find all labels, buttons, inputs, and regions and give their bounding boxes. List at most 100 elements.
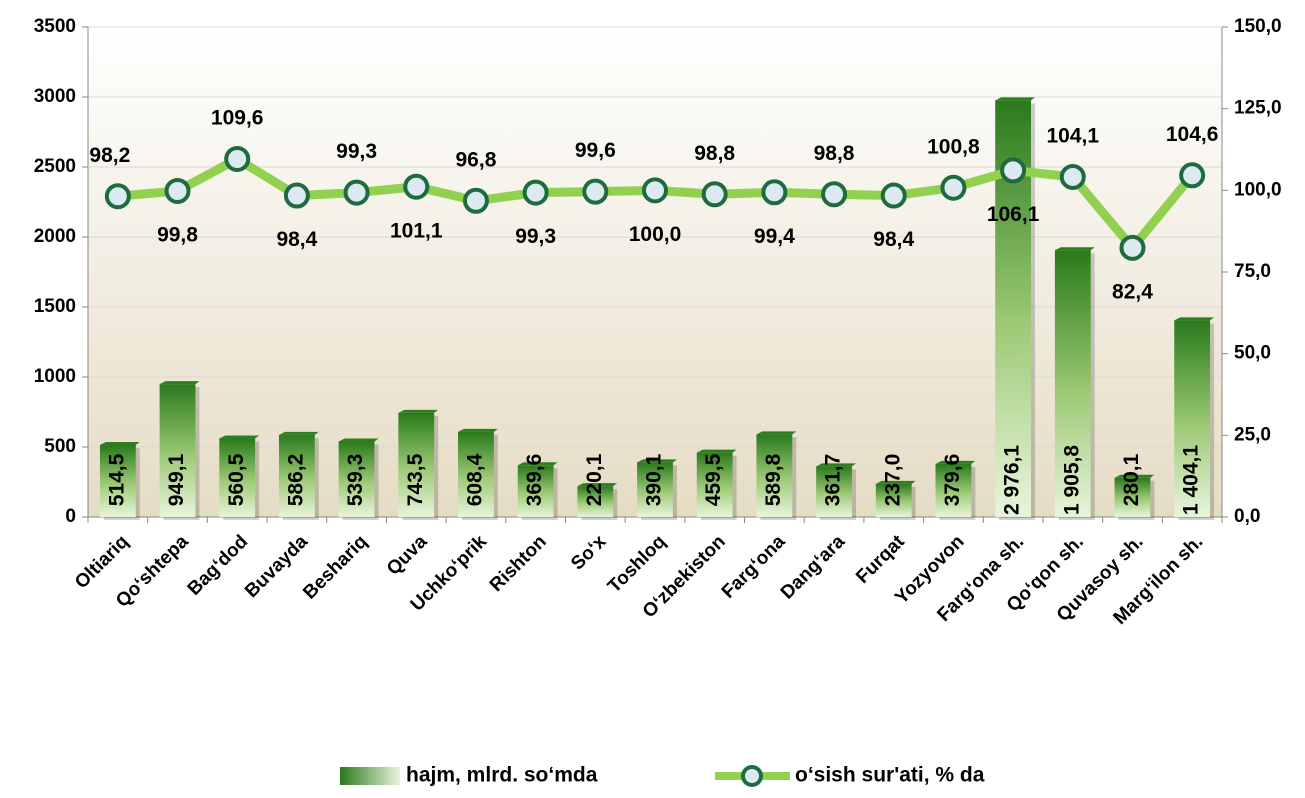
bar-top [816, 463, 856, 467]
bar [398, 412, 435, 517]
bar-top [517, 462, 558, 466]
y-tick-label: 3500 [34, 16, 76, 37]
line-value-label: 100,8 [927, 135, 980, 158]
line-value-label: 99,3 [336, 140, 377, 163]
bar [1114, 477, 1151, 517]
bar-top [99, 441, 140, 445]
y2-tick-label: 0,0 [1234, 506, 1260, 527]
bar-value-label: 237,0 [881, 454, 904, 507]
line-value-label: 99,6 [575, 139, 616, 162]
bar [577, 486, 614, 517]
line-value-label: 96,8 [456, 148, 497, 171]
line-marker [761, 179, 788, 206]
bar-value-label: 361,7 [822, 454, 845, 507]
line-marker [462, 187, 489, 214]
bar [219, 438, 256, 517]
line-marker [1179, 162, 1206, 189]
line-value-label: 98,4 [873, 228, 914, 251]
line-marker [1059, 163, 1086, 190]
bar-top [398, 409, 439, 413]
y2-tick-label: 75,0 [1234, 261, 1271, 282]
line-value-label: 98,2 [89, 144, 130, 167]
bar [637, 462, 673, 517]
bar-top [637, 459, 677, 463]
x-tick-label: Quva [383, 531, 432, 580]
bar [338, 441, 375, 517]
legend-label: hajm, mlrd. so‘mda [406, 764, 598, 787]
bar-value-label: 743,5 [404, 453, 427, 506]
bar-value-label: 1 905,8 [1060, 445, 1083, 515]
bar-top [577, 483, 618, 487]
line-value-label: 99,4 [754, 225, 795, 248]
bar-value-label: 589,8 [762, 453, 785, 506]
bar-value-label: 1 404,1 [1180, 445, 1203, 515]
bar-value-label: 220,1 [583, 453, 606, 506]
y-tick-label: 0 [65, 506, 76, 527]
line-value-label: 104,6 [1166, 123, 1219, 146]
line-marker [1000, 157, 1027, 184]
bar-top [1174, 317, 1215, 321]
x-tick-label: Rishton [486, 531, 551, 596]
y-tick-label: 1500 [34, 296, 76, 317]
line-marker [283, 182, 310, 209]
y2-tick-label: 125,0 [1234, 98, 1282, 119]
bar [756, 434, 793, 517]
line-marker [403, 173, 430, 200]
y-tick-label: 1000 [34, 366, 76, 387]
line-marker [821, 181, 848, 208]
y-tick-label: 3000 [34, 86, 76, 107]
bar-value-label: 949,1 [165, 453, 188, 506]
bar [875, 483, 912, 517]
bar [458, 431, 494, 517]
bar-top [1114, 474, 1155, 478]
bar-top [756, 431, 797, 435]
line-value-label: 99,3 [515, 225, 556, 248]
line-marker [701, 181, 728, 208]
line-value-label: 98,8 [694, 142, 735, 165]
x-tick-label: Beshariq [299, 531, 371, 603]
bar-value-label: 2 976,1 [1001, 445, 1024, 515]
line-marker [940, 174, 967, 201]
bar-value-label: 560,5 [225, 453, 248, 506]
legend-marker [741, 765, 763, 787]
bar [1174, 320, 1211, 517]
y-tick-label: 2500 [34, 156, 76, 177]
x-tick-label: So‘x [567, 531, 611, 575]
bar-value-label: 586,2 [284, 454, 307, 507]
bar-top [875, 480, 916, 484]
bar-top [159, 381, 200, 385]
bar [816, 466, 852, 517]
bar [935, 463, 972, 517]
line-value-label: 101,1 [390, 219, 443, 242]
bar-top [338, 438, 379, 442]
bar-value-label: 280,1 [1120, 453, 1143, 506]
line-marker [343, 179, 370, 206]
bar [99, 444, 136, 517]
line-value-label: 98,4 [276, 228, 317, 251]
legend-swatch [340, 767, 400, 785]
line-value-label: 104,1 [1047, 124, 1100, 147]
bar-value-label: 608,4 [463, 453, 486, 506]
line-marker [104, 183, 131, 210]
y-tick-label: 500 [44, 436, 76, 457]
line-marker [642, 177, 668, 204]
y2-tick-label: 100,0 [1234, 179, 1282, 200]
x-tick-label: Bag‘dod [184, 531, 253, 600]
bar-value-label: 459,5 [702, 453, 725, 506]
bar-value-label: 514,5 [105, 453, 128, 506]
y2-tick-label: 50,0 [1234, 343, 1271, 364]
line-marker [522, 179, 549, 206]
bar [696, 452, 733, 517]
bar-top [696, 449, 737, 453]
y2-tick-label: 150,0 [1234, 16, 1282, 37]
line-value-label: 82,4 [1112, 280, 1153, 303]
line-value-label: 106,1 [987, 203, 1040, 226]
line-value-label: 99,8 [157, 224, 198, 247]
line-value-label: 100,0 [629, 223, 682, 246]
legend-label: o‘sish sur'ati, % da [795, 764, 985, 787]
line-marker [224, 145, 251, 172]
line-marker [582, 178, 609, 205]
bar-top [219, 435, 260, 439]
line-marker [164, 177, 191, 204]
plot-area [88, 27, 1222, 517]
